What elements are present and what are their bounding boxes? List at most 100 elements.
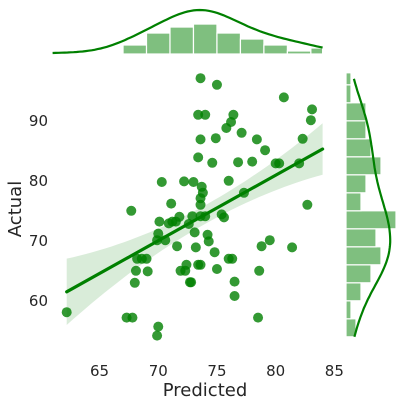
- x-histogram-bar: [122, 44, 148, 55]
- scatter-point: [188, 177, 199, 187]
- scatter-point: [195, 134, 206, 145]
- scatter-point: [186, 277, 197, 288]
- scatter-point: [264, 235, 275, 246]
- scatter-point: [172, 241, 183, 252]
- scatter-point: [153, 321, 164, 332]
- y-tick-label: 80: [29, 172, 48, 190]
- scatter-point: [189, 227, 200, 238]
- y-histogram-bar: [345, 120, 367, 140]
- scatter-point: [203, 236, 214, 247]
- y-histogram-bar: [345, 138, 372, 158]
- y-histogram-bar: [345, 246, 382, 266]
- scatter-point: [307, 104, 318, 115]
- y-histogram-bar: [345, 192, 362, 212]
- scatter-point: [219, 212, 229, 223]
- y-histogram-bar: [345, 228, 377, 248]
- scatter-point: [126, 205, 137, 216]
- marginal-x-histogram: [52, 8, 324, 55]
- scatter-point: [229, 291, 240, 301]
- scatter-point: [302, 199, 313, 210]
- x-tick-label: 85: [325, 362, 344, 380]
- x-histogram-bar: [145, 32, 171, 55]
- scatter-point: [233, 157, 244, 168]
- y-tick-label: 70: [29, 232, 48, 250]
- scatter-point: [179, 176, 190, 187]
- y-histogram-bar: [345, 84, 352, 104]
- y-histogram-bar: [345, 264, 372, 284]
- x-tick-label: 70: [149, 362, 168, 380]
- scatter-point: [200, 109, 211, 120]
- scatter-point: [227, 253, 238, 264]
- scatter-point: [305, 115, 316, 126]
- scatter-point: [274, 158, 285, 169]
- x-tick-label: 65: [90, 362, 109, 380]
- scatter-point: [195, 73, 206, 84]
- scatter-point: [129, 277, 140, 288]
- y-density-curve: [352, 78, 392, 338]
- scatter-point: [278, 92, 289, 103]
- scatter-point: [254, 265, 265, 276]
- scatter-point: [211, 264, 222, 274]
- scatter-point: [195, 259, 206, 270]
- scatter-point: [61, 307, 72, 318]
- y-tick-label: 60: [29, 292, 48, 310]
- y-histogram-bar: [345, 300, 352, 320]
- scatter-point: [256, 241, 267, 252]
- scatter-point: [228, 109, 239, 120]
- x-tick-label: 75: [207, 362, 226, 380]
- scatter-point: [247, 156, 258, 167]
- scatter-point: [297, 133, 308, 144]
- x-histogram-bar: [192, 23, 218, 55]
- scatter-point: [190, 242, 201, 253]
- scatter-point: [130, 265, 141, 276]
- scatter-point: [197, 187, 208, 198]
- data-points: [61, 73, 318, 341]
- scatter-point: [181, 259, 192, 270]
- scatter-point: [174, 211, 185, 222]
- scatter-point: [229, 276, 240, 287]
- scatter-point: [207, 157, 218, 168]
- scatter-point: [166, 198, 177, 209]
- scatter-point: [142, 266, 153, 277]
- scatter-point: [210, 133, 221, 144]
- x-histogram-bar: [263, 44, 288, 55]
- x-axis-ticks: 65 70 75 80 85: [90, 362, 344, 380]
- scatter-point: [156, 177, 167, 187]
- marginal-y-histogram: [345, 72, 397, 338]
- scatter-point: [127, 312, 138, 323]
- x-density-curve: [52, 8, 323, 55]
- y-axis-ticks: 60 70 80 90: [29, 112, 48, 310]
- x-histogram-bar: [239, 38, 265, 55]
- x-histogram-bar: [310, 47, 324, 55]
- x-tick-label: 80: [266, 362, 285, 380]
- scatter-point: [193, 109, 204, 120]
- y-histogram-bar: [345, 282, 362, 302]
- x-histogram-bar: [286, 50, 312, 55]
- y-histogram-bar: [345, 210, 397, 230]
- x-histogram-bar: [216, 32, 242, 55]
- scatter-point: [152, 330, 163, 341]
- confidence-band: [66, 123, 323, 325]
- regression-line: [65, 147, 325, 294]
- scatter-point: [253, 312, 264, 323]
- x-axis-label: Predicted: [163, 380, 248, 401]
- scatter-plot-area: [61, 73, 325, 341]
- x-histogram-bar: [169, 26, 195, 55]
- y-histogram-bar: [345, 72, 352, 86]
- scatter-point: [211, 79, 222, 90]
- scatter-point: [260, 145, 271, 156]
- scatter-point: [223, 175, 234, 186]
- scatter-point: [141, 253, 152, 264]
- y-tick-label: 90: [29, 112, 48, 130]
- scatter-point: [251, 134, 262, 145]
- scatter-point: [209, 247, 220, 258]
- y-histogram-bar: [345, 102, 367, 122]
- scatter-point: [236, 127, 247, 138]
- scatter-point: [287, 242, 298, 253]
- scatter-point: [154, 216, 165, 227]
- y-axis-label: Actual: [5, 181, 26, 237]
- y-histogram-bar: [345, 174, 367, 194]
- scatter-point: [193, 152, 204, 163]
- scatter-point: [153, 228, 164, 239]
